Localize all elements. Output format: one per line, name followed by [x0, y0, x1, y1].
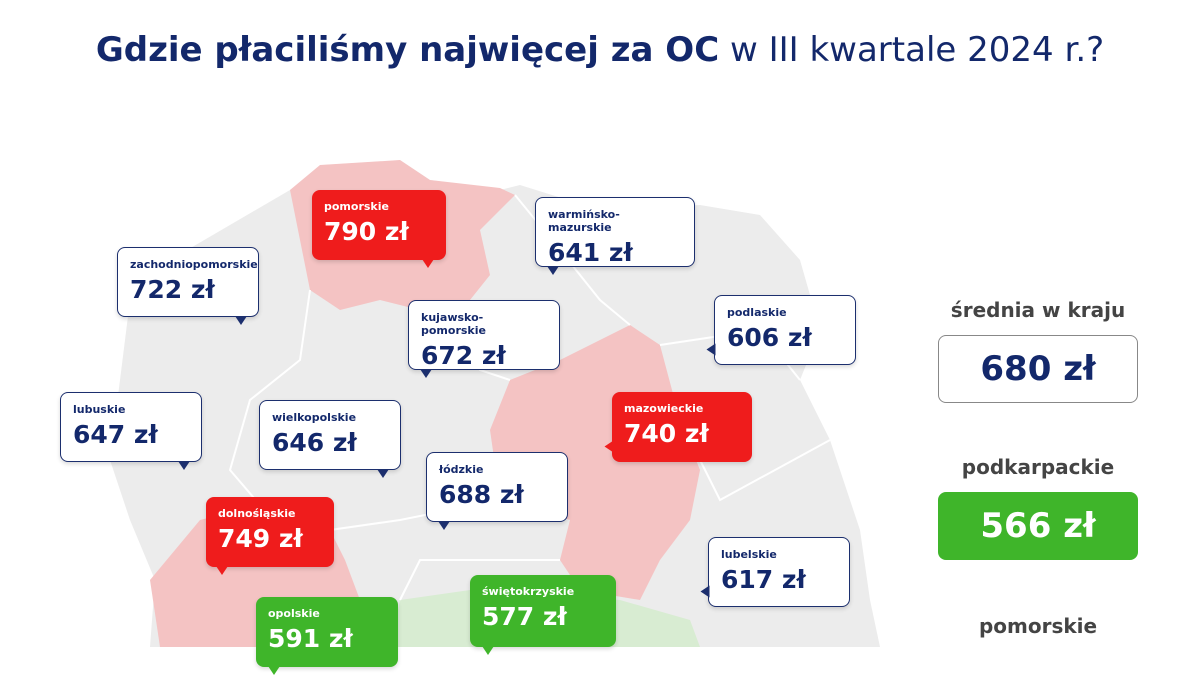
callout-tail: [700, 585, 710, 598]
summary-label: podkarpackie: [961, 455, 1115, 479]
title-rest: w III kwartale 2024 r.?: [729, 30, 1105, 70]
region-value: 722 zł: [130, 275, 215, 304]
region-value: 688 zł: [439, 480, 524, 509]
region-value: 577 zł: [482, 602, 567, 631]
callout-tail: [178, 461, 190, 470]
region-value: 647 zł: [73, 420, 158, 449]
callout-tail: [268, 666, 280, 675]
region-label: świętokrzyskie: [482, 585, 575, 598]
region-callout: warmińsko-mazurskie 641 zł: [535, 197, 695, 267]
region-value: 641 zł: [548, 238, 633, 267]
region-value: 790 zł: [324, 217, 409, 246]
region-value: 606 zł: [727, 323, 812, 352]
callout-tail: [604, 440, 614, 453]
region-callout: podlaskie 606 zł: [714, 295, 856, 365]
summary-label: pomorskie: [978, 614, 1098, 638]
region-label: pomorskie: [324, 200, 389, 213]
title-bold: Gdzie płaciliśmy najwięcej za OC: [95, 30, 720, 70]
region-callout: zachodniopomorskie 722 zł: [117, 247, 259, 317]
region-callout: świętokrzyskie 577 zł: [470, 575, 616, 647]
region-value: 617 zł: [721, 565, 806, 594]
region-callout: wielkopolskie 646 zł: [259, 400, 401, 470]
region-label: kujawsko-pomorskie: [421, 311, 486, 337]
region-value: 591 zł: [268, 624, 353, 653]
callout-tail: [422, 259, 434, 268]
region-label: zachodniopomorskie: [130, 258, 258, 271]
callout-tail: [438, 521, 450, 530]
page: {"header": {"title_bold": "Gdzie płacili…: [0, 30, 1200, 675]
region-label: wielkopolskie: [272, 411, 357, 424]
region-label: łódzkie: [439, 463, 484, 476]
region-label: mazowieckie: [624, 402, 704, 415]
region-value: 672 zł: [421, 341, 506, 370]
callout-tail: [235, 316, 247, 325]
region-label: lubuskie: [73, 403, 126, 416]
region-label: dolnośląskie: [218, 507, 296, 520]
region-label: lubelskie: [721, 548, 777, 561]
callout-tail: [706, 343, 716, 356]
callout-tail: [482, 646, 494, 655]
region-callout: kujawsko-pomorskie 672 zł: [408, 300, 560, 370]
callout-tail: [216, 566, 228, 575]
region-label: opolskie: [268, 607, 320, 620]
region-callout: dolnośląskie 749 zł: [206, 497, 334, 567]
callout-tail: [420, 369, 432, 378]
region-callout: pomorskie 790 zł: [312, 190, 446, 260]
region-value: 749 zł: [218, 524, 303, 553]
summary-label: średnia w kraju: [950, 298, 1126, 322]
region-label: warmińsko-mazurskie: [548, 208, 620, 234]
title: Gdzie płaciliśmy najwięcej za OC w III k…: [0, 30, 1200, 70]
region-value: 740 zł: [624, 419, 709, 448]
summary-value: 680 zł: [938, 335, 1138, 403]
region-label: podlaskie: [727, 306, 787, 319]
callout-tail: [377, 469, 389, 478]
region-callout: łódzkie 688 zł: [426, 452, 568, 522]
region-callout: opolskie 591 zł: [256, 597, 398, 667]
region-callout: lubuskie 647 zł: [60, 392, 202, 462]
callout-tail: [547, 266, 559, 275]
summary-value: 566 zł: [938, 492, 1138, 560]
region-value: 646 zł: [272, 428, 357, 457]
region-callout: mazowieckie 740 zł: [612, 392, 752, 462]
region-callout: lubelskie 617 zł: [708, 537, 850, 607]
